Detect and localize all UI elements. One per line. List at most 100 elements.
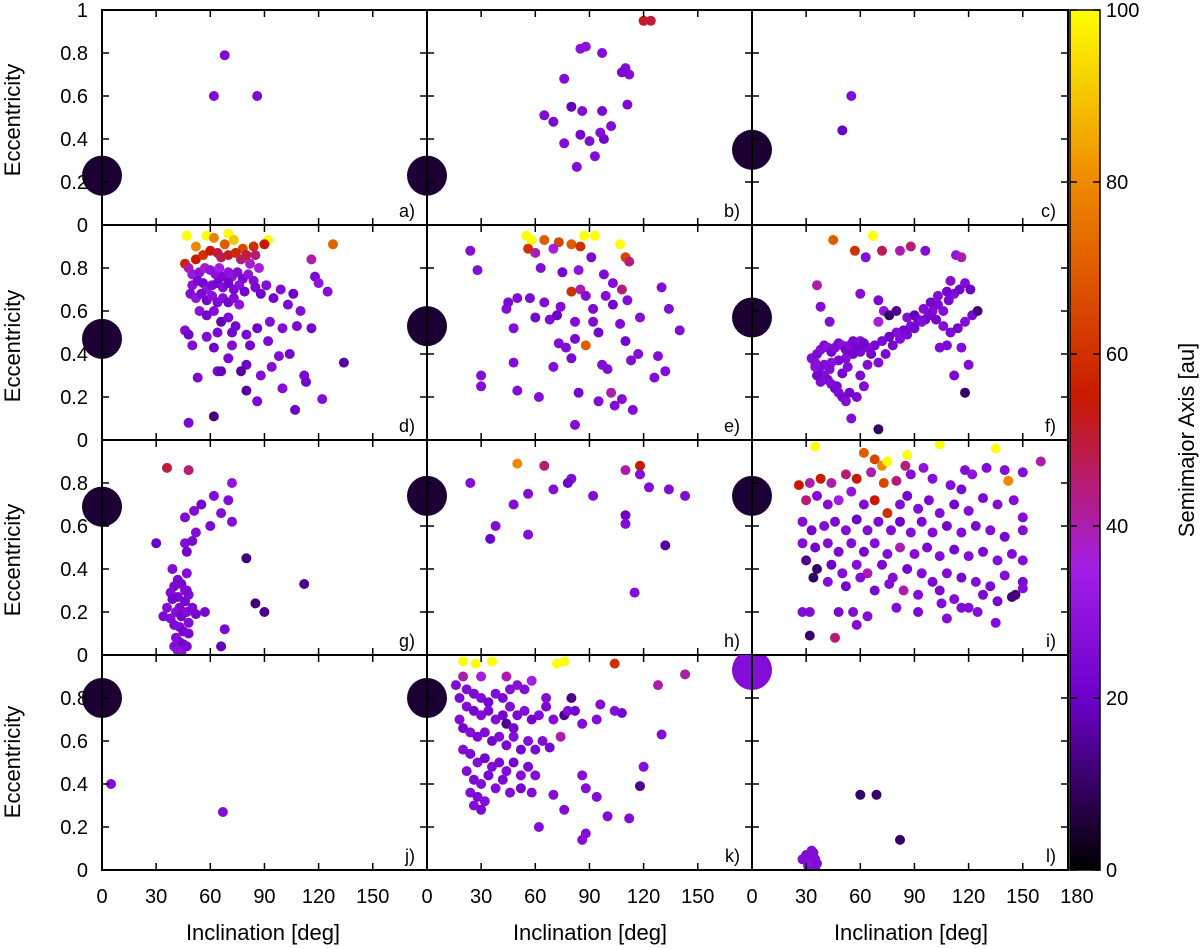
- data-point: [898, 585, 909, 596]
- data-point: [519, 684, 530, 695]
- data-point: [833, 546, 844, 557]
- data-point: [956, 602, 967, 613]
- data-point: [869, 538, 880, 549]
- data-point: [822, 499, 833, 510]
- data-point: [848, 349, 859, 359]
- x-tick-label: 120: [952, 886, 985, 908]
- x-tick-label: 150: [1006, 886, 1039, 908]
- data-point: [548, 484, 559, 495]
- data-point: [465, 787, 476, 798]
- data-point: [277, 323, 288, 334]
- data-point: [945, 480, 956, 491]
- x-axis-label-col-3: Inclination [deg]: [834, 920, 988, 945]
- data-point: [922, 542, 933, 553]
- data-point: [858, 499, 869, 510]
- panel-i: i): [732, 439, 1078, 656]
- data-point: [656, 729, 667, 740]
- data-point: [609, 400, 620, 411]
- data-point: [328, 239, 338, 250]
- data-point: [602, 364, 613, 375]
- data-point: [606, 121, 617, 132]
- data-point: [925, 297, 936, 308]
- data-point: [934, 585, 945, 596]
- data-point: [530, 744, 541, 755]
- data-point: [597, 48, 608, 58]
- data-point: [530, 247, 541, 258]
- data-point: [871, 789, 882, 800]
- data-point: [570, 705, 580, 716]
- colorbar-tick-label: 80: [1106, 172, 1128, 194]
- data-point: [848, 607, 859, 617]
- data-point: [553, 338, 564, 349]
- data-point: [884, 310, 895, 321]
- panel-k: 0 30 60 90 120 150 k): [407, 654, 753, 908]
- data-point: [571, 161, 582, 172]
- panel-letter: j): [404, 846, 415, 866]
- data-point: [873, 295, 884, 306]
- x-tick-label: 30: [145, 886, 167, 908]
- data-point: [992, 555, 1003, 566]
- data-point: [913, 503, 924, 514]
- data-point: [591, 791, 602, 802]
- data-point: [158, 611, 169, 622]
- data-point: [609, 658, 620, 669]
- data-point: [468, 774, 479, 785]
- data-point: [524, 293, 535, 304]
- data-point: [905, 469, 916, 480]
- data-point: [826, 559, 837, 570]
- data-point: [573, 265, 584, 276]
- data-point: [526, 787, 537, 798]
- x-tick-label: 120: [627, 886, 660, 908]
- data-point: [190, 527, 201, 538]
- data-point: [259, 607, 270, 617]
- x-tick-label: 60: [849, 886, 871, 908]
- data-point: [895, 333, 905, 344]
- data-point: [282, 299, 293, 310]
- data-point: [194, 306, 205, 316]
- data-point: [909, 323, 920, 334]
- data-point: [580, 783, 591, 794]
- data-point: [862, 611, 873, 622]
- panel-c: c): [732, 9, 1078, 226]
- data-point: [167, 564, 178, 574]
- data-point: [566, 239, 577, 250]
- data-point: [241, 329, 252, 340]
- data-point: [851, 514, 862, 525]
- data-point: [533, 392, 544, 402]
- data-point: [579, 230, 589, 241]
- data-point: [106, 779, 116, 789]
- data-point: [219, 239, 230, 250]
- data-point: [837, 125, 848, 136]
- data-point: [824, 316, 835, 327]
- data-point: [882, 508, 893, 519]
- data-point: [252, 396, 263, 407]
- data-point: [299, 579, 310, 589]
- data-point: [593, 396, 604, 407]
- data-point: [905, 241, 916, 252]
- data-point: [183, 628, 194, 639]
- data-point: [622, 295, 633, 306]
- data-point: [190, 241, 201, 252]
- data-point: [1003, 475, 1014, 486]
- data-point: [804, 607, 815, 617]
- data-point: [248, 241, 259, 252]
- data-point: [505, 787, 515, 798]
- data-point: [566, 353, 577, 364]
- y-axis-label-row-1: Eccentricity: [0, 64, 25, 176]
- data-point: [217, 807, 228, 817]
- data-point: [241, 553, 252, 564]
- y-tick-label: 0: [77, 860, 88, 882]
- data-point: [810, 361, 821, 372]
- data-point: [588, 316, 599, 327]
- data-point: [575, 129, 586, 140]
- data-point: [548, 714, 559, 725]
- data-point: [895, 834, 905, 845]
- data-point: [815, 301, 826, 312]
- data-point: [882, 549, 893, 559]
- colorbar-tick-label: 100: [1106, 0, 1139, 22]
- data-point: [580, 41, 591, 52]
- data-point: [656, 282, 667, 293]
- y-axis-label-row-2: Eccentricity: [0, 290, 25, 402]
- data-point: [877, 245, 887, 256]
